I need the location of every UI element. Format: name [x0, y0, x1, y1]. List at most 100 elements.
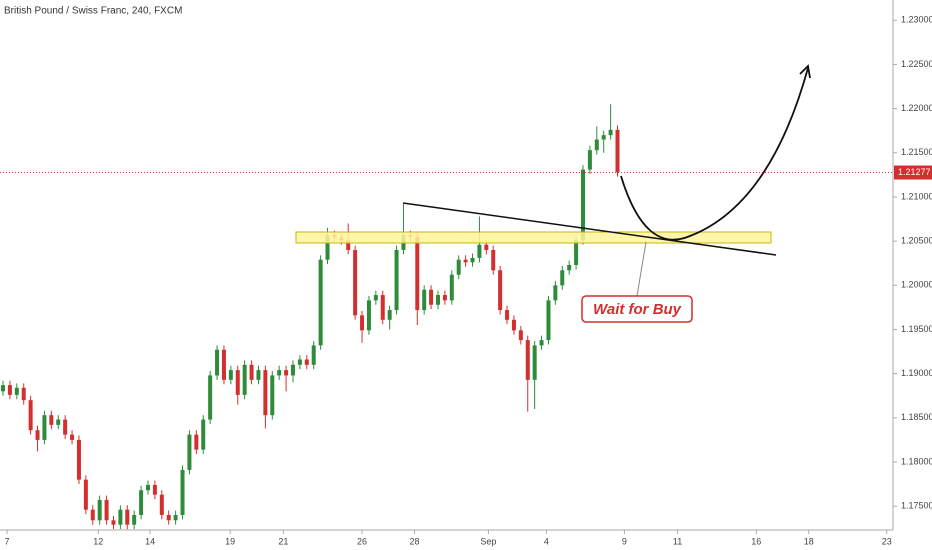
candle-body [553, 285, 558, 301]
candle-body [567, 265, 572, 271]
x-tick-label: 4 [544, 536, 549, 546]
x-tick-label: 9 [622, 536, 627, 546]
candle-body [132, 514, 137, 525]
x-tick-label: Sep [480, 536, 496, 546]
x-tick-label: 11 [673, 536, 682, 546]
candle-body [346, 240, 351, 250]
candle-body [118, 509, 123, 525]
candle-body [580, 169, 585, 241]
candle-body [21, 387, 26, 401]
x-tick-label: 26 [357, 536, 367, 546]
candle-body [325, 234, 330, 260]
candle-body [256, 370, 261, 380]
candle-body [498, 270, 503, 311]
candle-body [387, 310, 392, 320]
candle-body [152, 484, 157, 495]
y-tick-label: 1.19500 [901, 324, 932, 334]
candle-body [221, 349, 226, 380]
candle-body [415, 236, 420, 311]
candle-body [608, 129, 613, 136]
resistance-zone [295, 231, 772, 244]
candle-body [380, 295, 385, 320]
candle-body [180, 469, 185, 515]
candle-body [28, 400, 33, 431]
candle-body [311, 345, 316, 365]
candle-body [491, 249, 496, 271]
candle-body [505, 310, 510, 320]
candle-body [546, 300, 551, 341]
candle-body [249, 364, 254, 380]
candle-body [7, 385, 12, 395]
candle-body [525, 340, 530, 380]
candle-body [139, 490, 144, 515]
y-tick-label: 1.23000 [901, 15, 932, 25]
candle-body [353, 249, 358, 316]
candle-body [56, 419, 61, 425]
y-tick-label: 1.18500 [901, 412, 932, 422]
projection-curve [620, 67, 809, 241]
callout-pointer [636, 241, 647, 297]
candle-body [1, 385, 6, 392]
y-tick-label: 1.21000 [901, 191, 932, 201]
candle-body [277, 370, 282, 376]
y-tick-label: 1.18000 [901, 456, 932, 466]
x-tick-label: 28 [410, 536, 420, 546]
candle-body [297, 359, 302, 365]
candle-body [125, 509, 130, 525]
y-tick-label: 1.22000 [901, 103, 932, 113]
candle-body [76, 439, 81, 480]
candle-body [159, 494, 164, 515]
candle-body [97, 499, 102, 521]
x-tick-label: 21 [278, 536, 288, 546]
y-tick-label: 1.17500 [901, 501, 932, 511]
candle-body [456, 259, 461, 275]
y-tick-label: 1.20000 [901, 280, 932, 290]
candle-body [360, 315, 365, 331]
candle-body [518, 330, 523, 341]
candle-body [173, 514, 178, 521]
x-tick-label: 18 [804, 536, 814, 546]
candle-body [484, 244, 489, 250]
x-tick-label: 16 [751, 536, 761, 546]
candle-body [429, 289, 434, 305]
candle-body [35, 430, 40, 440]
last-price-box [894, 165, 932, 180]
candle-body [104, 499, 109, 521]
candle-body [373, 295, 378, 301]
candle-body [166, 514, 171, 521]
candle-body [435, 295, 440, 305]
candle-body [594, 139, 599, 151]
candle-body [366, 300, 371, 331]
candle-body [83, 479, 88, 510]
candle-body [187, 434, 192, 470]
x-tick-label: 7 [5, 536, 10, 546]
candle-body [477, 244, 482, 258]
candle-body [532, 345, 537, 380]
candle-body [145, 484, 150, 491]
x-tick-label: 12 [93, 536, 103, 546]
candle-body [394, 249, 399, 311]
candle-body [284, 370, 289, 376]
arrow-head [799, 64, 811, 79]
candle-body [111, 520, 116, 525]
candle-body [470, 257, 475, 263]
candle-body [263, 370, 268, 416]
candle-body [49, 415, 54, 425]
candle-body [42, 415, 47, 440]
callout-text: Wait for Buy [593, 301, 682, 318]
candle-body [70, 434, 75, 440]
chart-title: British Pound / Swiss Franc, 240, FXCM [4, 6, 182, 17]
candle-body [442, 295, 447, 301]
candle-body [235, 370, 240, 395]
x-tick-label: 23 [882, 536, 892, 546]
candle-body [574, 240, 579, 265]
candle-body [601, 135, 606, 140]
candle-body [194, 434, 199, 450]
candle-body [215, 349, 220, 376]
candles [1, 104, 620, 530]
x-tick-label: 19 [225, 536, 235, 546]
candle-body [290, 364, 295, 376]
callout-box [581, 295, 693, 323]
